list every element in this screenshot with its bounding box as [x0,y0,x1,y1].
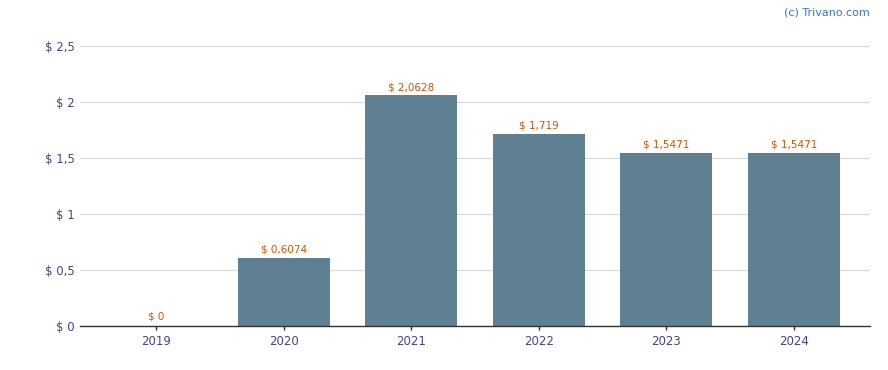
Text: $ 0: $ 0 [148,312,164,322]
Text: $ 1,5471: $ 1,5471 [771,139,817,149]
Bar [493,134,584,326]
Text: $ 0,6074: $ 0,6074 [261,245,307,255]
Text: (c) Trivano.com: (c) Trivano.com [784,8,870,18]
Text: $ 1,5471: $ 1,5471 [643,139,689,149]
Text: $ 2,0628: $ 2,0628 [388,82,434,92]
Bar [238,258,329,326]
Bar [748,153,840,326]
Text: $ 1,719: $ 1,719 [519,121,559,131]
Bar [621,153,712,326]
Bar [366,95,457,326]
